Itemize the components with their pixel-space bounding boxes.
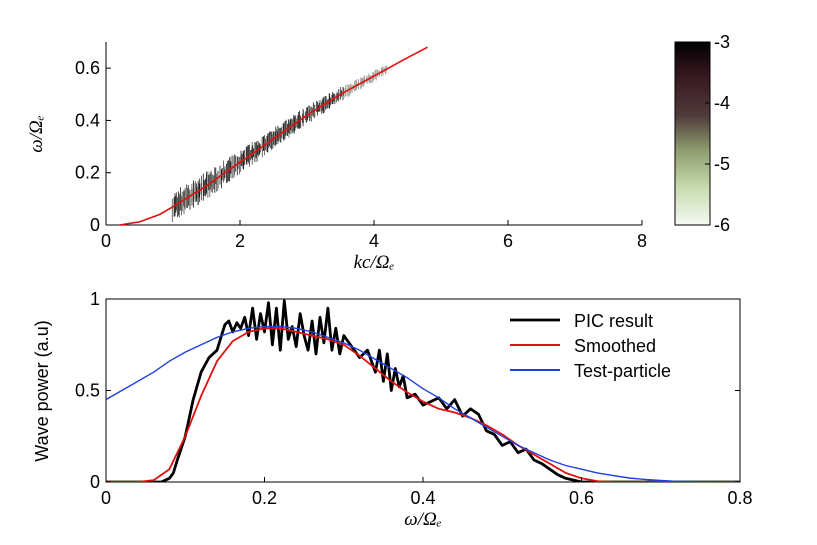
top-y-tick-label: 0 [90,215,100,235]
colorbar-tick-label: -3 [714,32,730,52]
legend-label: Test-particle [574,361,671,381]
pic-spectrum-band [171,65,388,222]
series-line-test-particle [106,325,740,482]
top-x-tick-label: 2 [235,231,245,251]
legend-label: PIC result [574,311,653,331]
bottom-x-tick-label: 0.2 [252,488,277,508]
colorbar-gradient [674,41,711,226]
colorbar: -3 -4 -5 -6 [674,32,730,235]
top-x-tick-label: 8 [637,231,647,251]
bottom-x-axis-label: ω/Ωₑ [404,509,441,530]
colorbar-ticks: -3 -4 -5 -6 [705,32,730,235]
top-y-tick-label: 0.6 [75,58,100,78]
colorbar-tick-label: -5 [714,154,730,174]
bottom-y-axis-label: Wave power (a.u) [32,320,52,461]
top-y-axis-label: ω/Ωₑ [26,115,47,152]
colorbar-tick-label: -4 [714,93,730,113]
top-x-axis-label: kc/Ωₑ [354,252,395,273]
series-line-smoothed [106,327,740,482]
bottom-panel: 0 0.2 0.4 0.6 0.8 00.51 ω/Ωₑ Wave power (a.u… [32,289,753,530]
top-x-tick-label: 4 [369,231,379,251]
top-y-ticks: 0 0.2 0.4 0.6 [75,58,111,235]
legend: PIC result Smoothed Test-particle [510,311,671,381]
legend-label: Smoothed [574,336,656,356]
bottom-y-tick-label: 0.5 [75,381,100,401]
colorbar-tick-label: -6 [714,215,730,235]
dispersion-curve [119,46,428,225]
bottom-x-tick-label: 0 [101,488,111,508]
bottom-x-tick-label: 0.6 [569,488,594,508]
bottom-y-ticks: 00.51 [75,289,740,492]
top-panel: 0 2 4 6 8 0 0.2 0.4 0.6 kc/Ωₑ ω/Ωₑ -3 -4 -5 -6 [26,32,730,273]
top-y-tick-label: 0.2 [75,163,100,183]
top-x-tick-label: 0 [101,231,111,251]
top-x-ticks: 0 2 4 6 8 [101,220,647,251]
bottom-y-tick-label: 1 [90,289,100,309]
bottom-x-ticks: 0 0.2 0.4 0.6 0.8 [101,477,753,508]
bottom-series-lines [106,299,740,482]
top-x-tick-label: 6 [503,231,513,251]
top-y-tick-label: 0.4 [75,110,100,130]
bottom-x-tick-label: 0.8 [727,488,752,508]
bottom-y-tick-label: 0 [90,472,100,492]
bottom-x-tick-label: 0.4 [410,488,435,508]
